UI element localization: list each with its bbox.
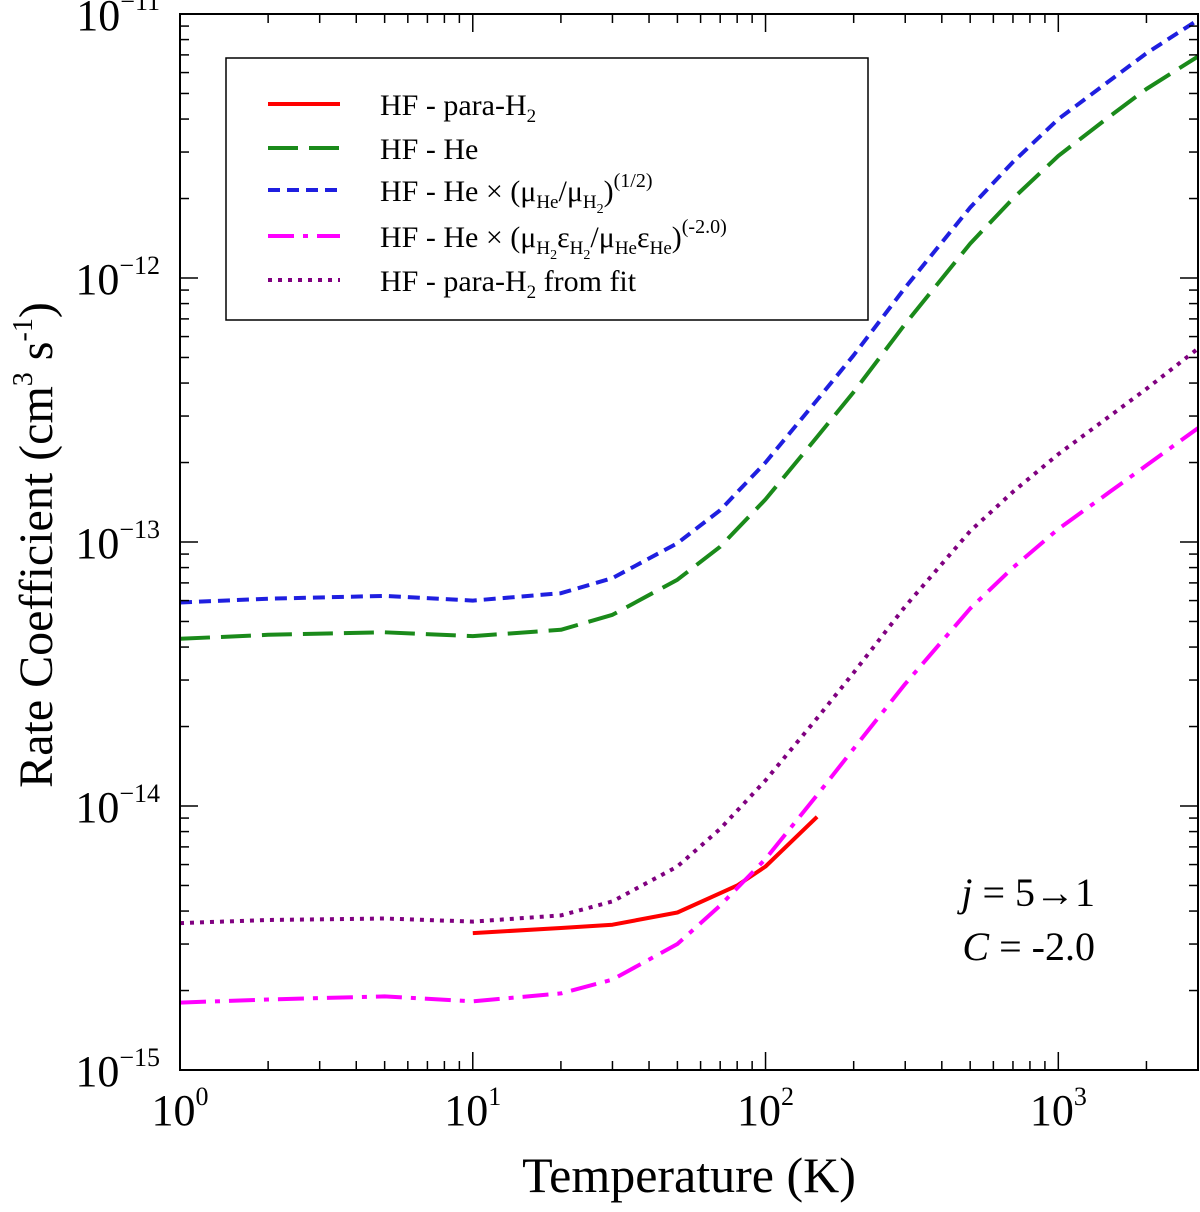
y-axis-label-exp2: -1 bbox=[8, 318, 39, 341]
x-tick-label: 103 bbox=[1030, 1082, 1087, 1135]
series-line-3 bbox=[180, 18, 1198, 605]
y-axis-label-base: Rate Coefficient (cm bbox=[10, 386, 63, 788]
legend-label-3: HF - He × (μHe/μH2)(1/2) bbox=[380, 170, 653, 217]
annotation: j = 5→1 C = -2.0 bbox=[956, 870, 1095, 969]
y-axis-label: Rate Coefficient (cm3 s-1) bbox=[8, 302, 63, 788]
y-tick-label: 10−13 bbox=[75, 515, 160, 568]
x-axis-label: Temperature (K) bbox=[522, 1147, 856, 1203]
series-line-5 bbox=[180, 347, 1198, 926]
y-axis-label-end: ) bbox=[10, 302, 63, 318]
series-line-2 bbox=[180, 54, 1198, 641]
y-tick-label: 10−12 bbox=[75, 251, 160, 304]
series-layer bbox=[180, 18, 1198, 1005]
x-tick-label: 102 bbox=[737, 1082, 794, 1135]
series-line-1 bbox=[472, 815, 819, 936]
annotation-line-1: j = 5→1 bbox=[956, 870, 1095, 915]
legend-label-1: HF - para-H2 bbox=[380, 89, 536, 127]
x-tick-label: 101 bbox=[444, 1082, 501, 1135]
y-tick-label: 10−15 bbox=[75, 1043, 160, 1096]
legend-label-2: HF - He bbox=[380, 133, 478, 166]
y-tick-label: 10−11 bbox=[76, 0, 160, 40]
legend-label-4: HF - He × (μH2εH2/μHeεHe)(-2.0) bbox=[380, 216, 727, 263]
ticks-layer: 100 101 102 103 10−15 10−14 10−13 10−12 10−11 bbox=[75, 0, 1199, 1135]
y-axis-label-mid: s bbox=[10, 342, 63, 373]
series-line-4 bbox=[180, 426, 1198, 1005]
annotation-line-2: C = -2.0 bbox=[962, 924, 1095, 969]
legend-label-5: HF - para-H2 from fit bbox=[380, 265, 637, 303]
y-axis-label-exp1: 3 bbox=[8, 372, 39, 386]
x-tick-label: 100 bbox=[152, 1082, 209, 1135]
legend: HF - para-H2 HF - He HF - He × (μHe/μH2)(1… bbox=[225, 57, 869, 321]
y-tick-label: 10−14 bbox=[75, 779, 160, 832]
